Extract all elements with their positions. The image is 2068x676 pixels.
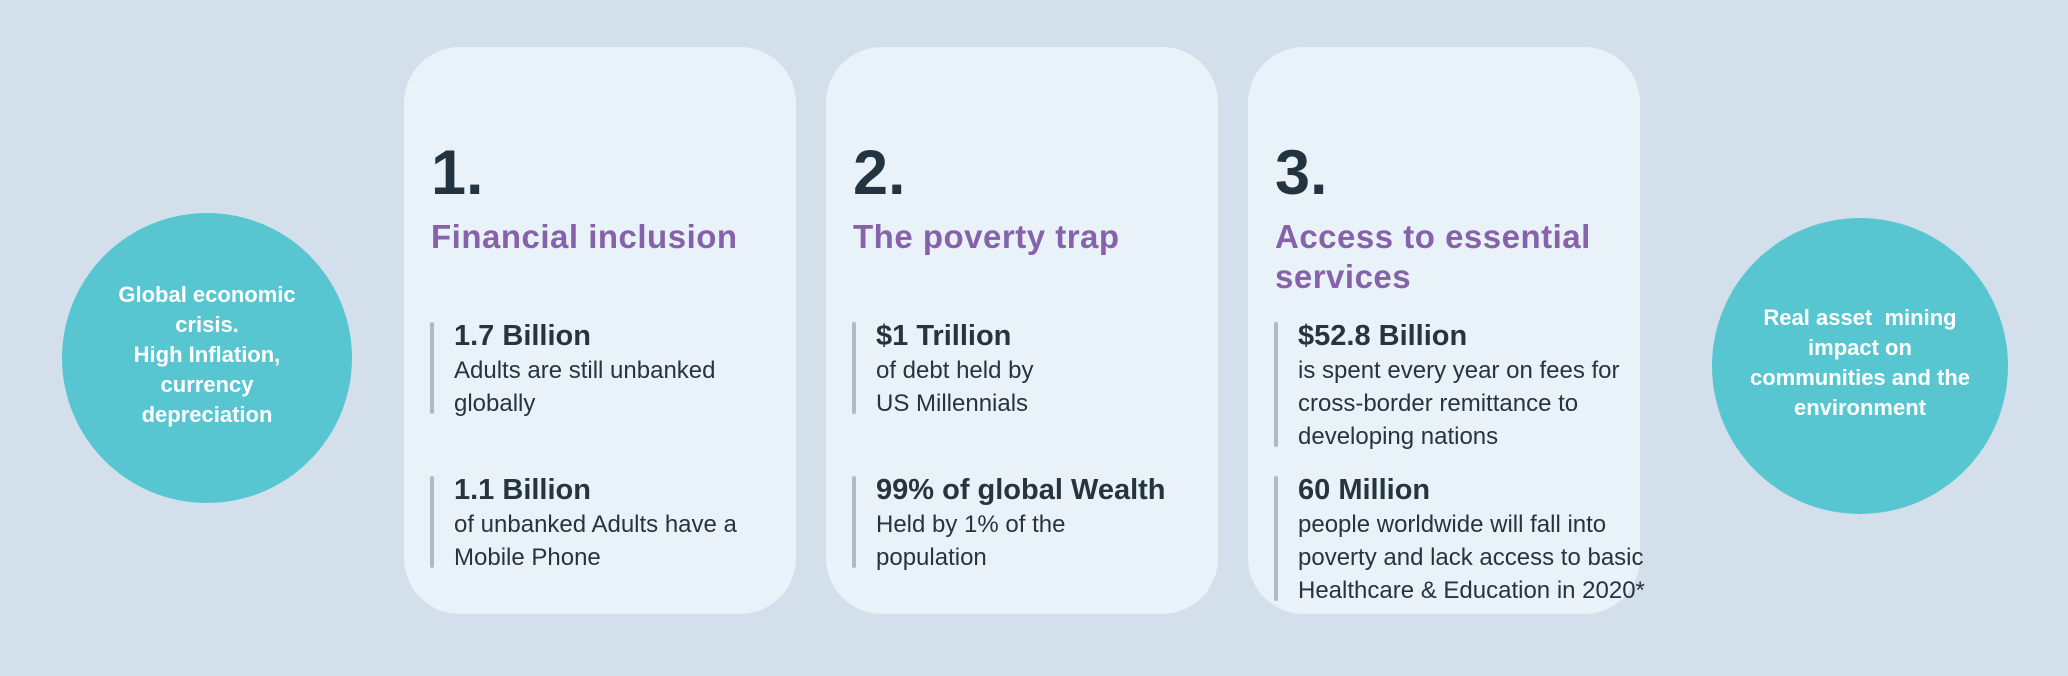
stat-value: 1.7 Billion — [454, 320, 591, 352]
stat-accent-bar — [852, 476, 856, 568]
card-number: 1. — [431, 138, 484, 208]
card-access-essential-services: 3. Access to essential services $52.8 Bi… — [1248, 47, 1645, 614]
card-title: Financial inclusion — [431, 218, 738, 255]
stat-block: $52.8 Billion is spent every year on fee… — [1274, 318, 1630, 453]
stat-accent-bar — [1274, 476, 1278, 601]
left-circle-text: Global economic crisis. High Inflation, … — [118, 282, 296, 427]
stat-block: 1.7 Billion Adults are still unbanked gl… — [430, 318, 786, 420]
card-poverty-trap: 2. The poverty trap $1 Trillion of debt … — [826, 47, 1218, 614]
right-circle-text: Real asset mining impact on communities … — [1749, 305, 1971, 420]
stat-value: $52.8 Billion — [1298, 320, 1468, 352]
stat-block: 1.1 Billion of unbanked Adults have a Mo… — [430, 472, 786, 574]
card-number: 2. — [853, 138, 906, 208]
stat-block: 60 Million people worldwide will fall in… — [1274, 472, 1645, 607]
stat-block: 99% of global Wealth Held by 1% of the p… — [852, 472, 1208, 574]
card-title: The poverty trap — [853, 218, 1120, 255]
stat-value: 1.1 Billion — [454, 474, 591, 506]
stat-accent-bar — [430, 322, 434, 414]
stat-value: 99% of global Wealth — [876, 474, 1166, 506]
card-financial-inclusion: 1. Financial inclusion 1.7 Billion Adult… — [404, 47, 796, 614]
card-title: Access to essential services — [1275, 218, 1591, 295]
left-circle: Global economic crisis. High Inflation, … — [62, 213, 352, 503]
stat-block: $1 Trillion of debt held by US Millennia… — [852, 318, 1208, 420]
card-number: 3. — [1275, 138, 1328, 208]
stat-description: Held by 1% of the population — [876, 511, 1066, 571]
right-circle: Real asset mining impact on communities … — [1712, 218, 2008, 514]
stat-accent-bar — [430, 476, 434, 568]
stat-accent-bar — [1274, 322, 1278, 447]
stat-accent-bar — [852, 322, 856, 414]
stat-description: Adults are still unbanked globally — [454, 357, 716, 417]
stat-value: $1 Trillion — [876, 320, 1012, 352]
stat-description: of unbanked Adults have a Mobile Phone — [454, 511, 737, 571]
stat-description: is spent every year on fees for cross-bo… — [1298, 357, 1620, 450]
stat-description: people worldwide will fall into poverty … — [1298, 511, 1645, 604]
stat-value: 60 Million — [1298, 474, 1431, 506]
stat-description: of debt held by US Millennials — [876, 357, 1034, 417]
